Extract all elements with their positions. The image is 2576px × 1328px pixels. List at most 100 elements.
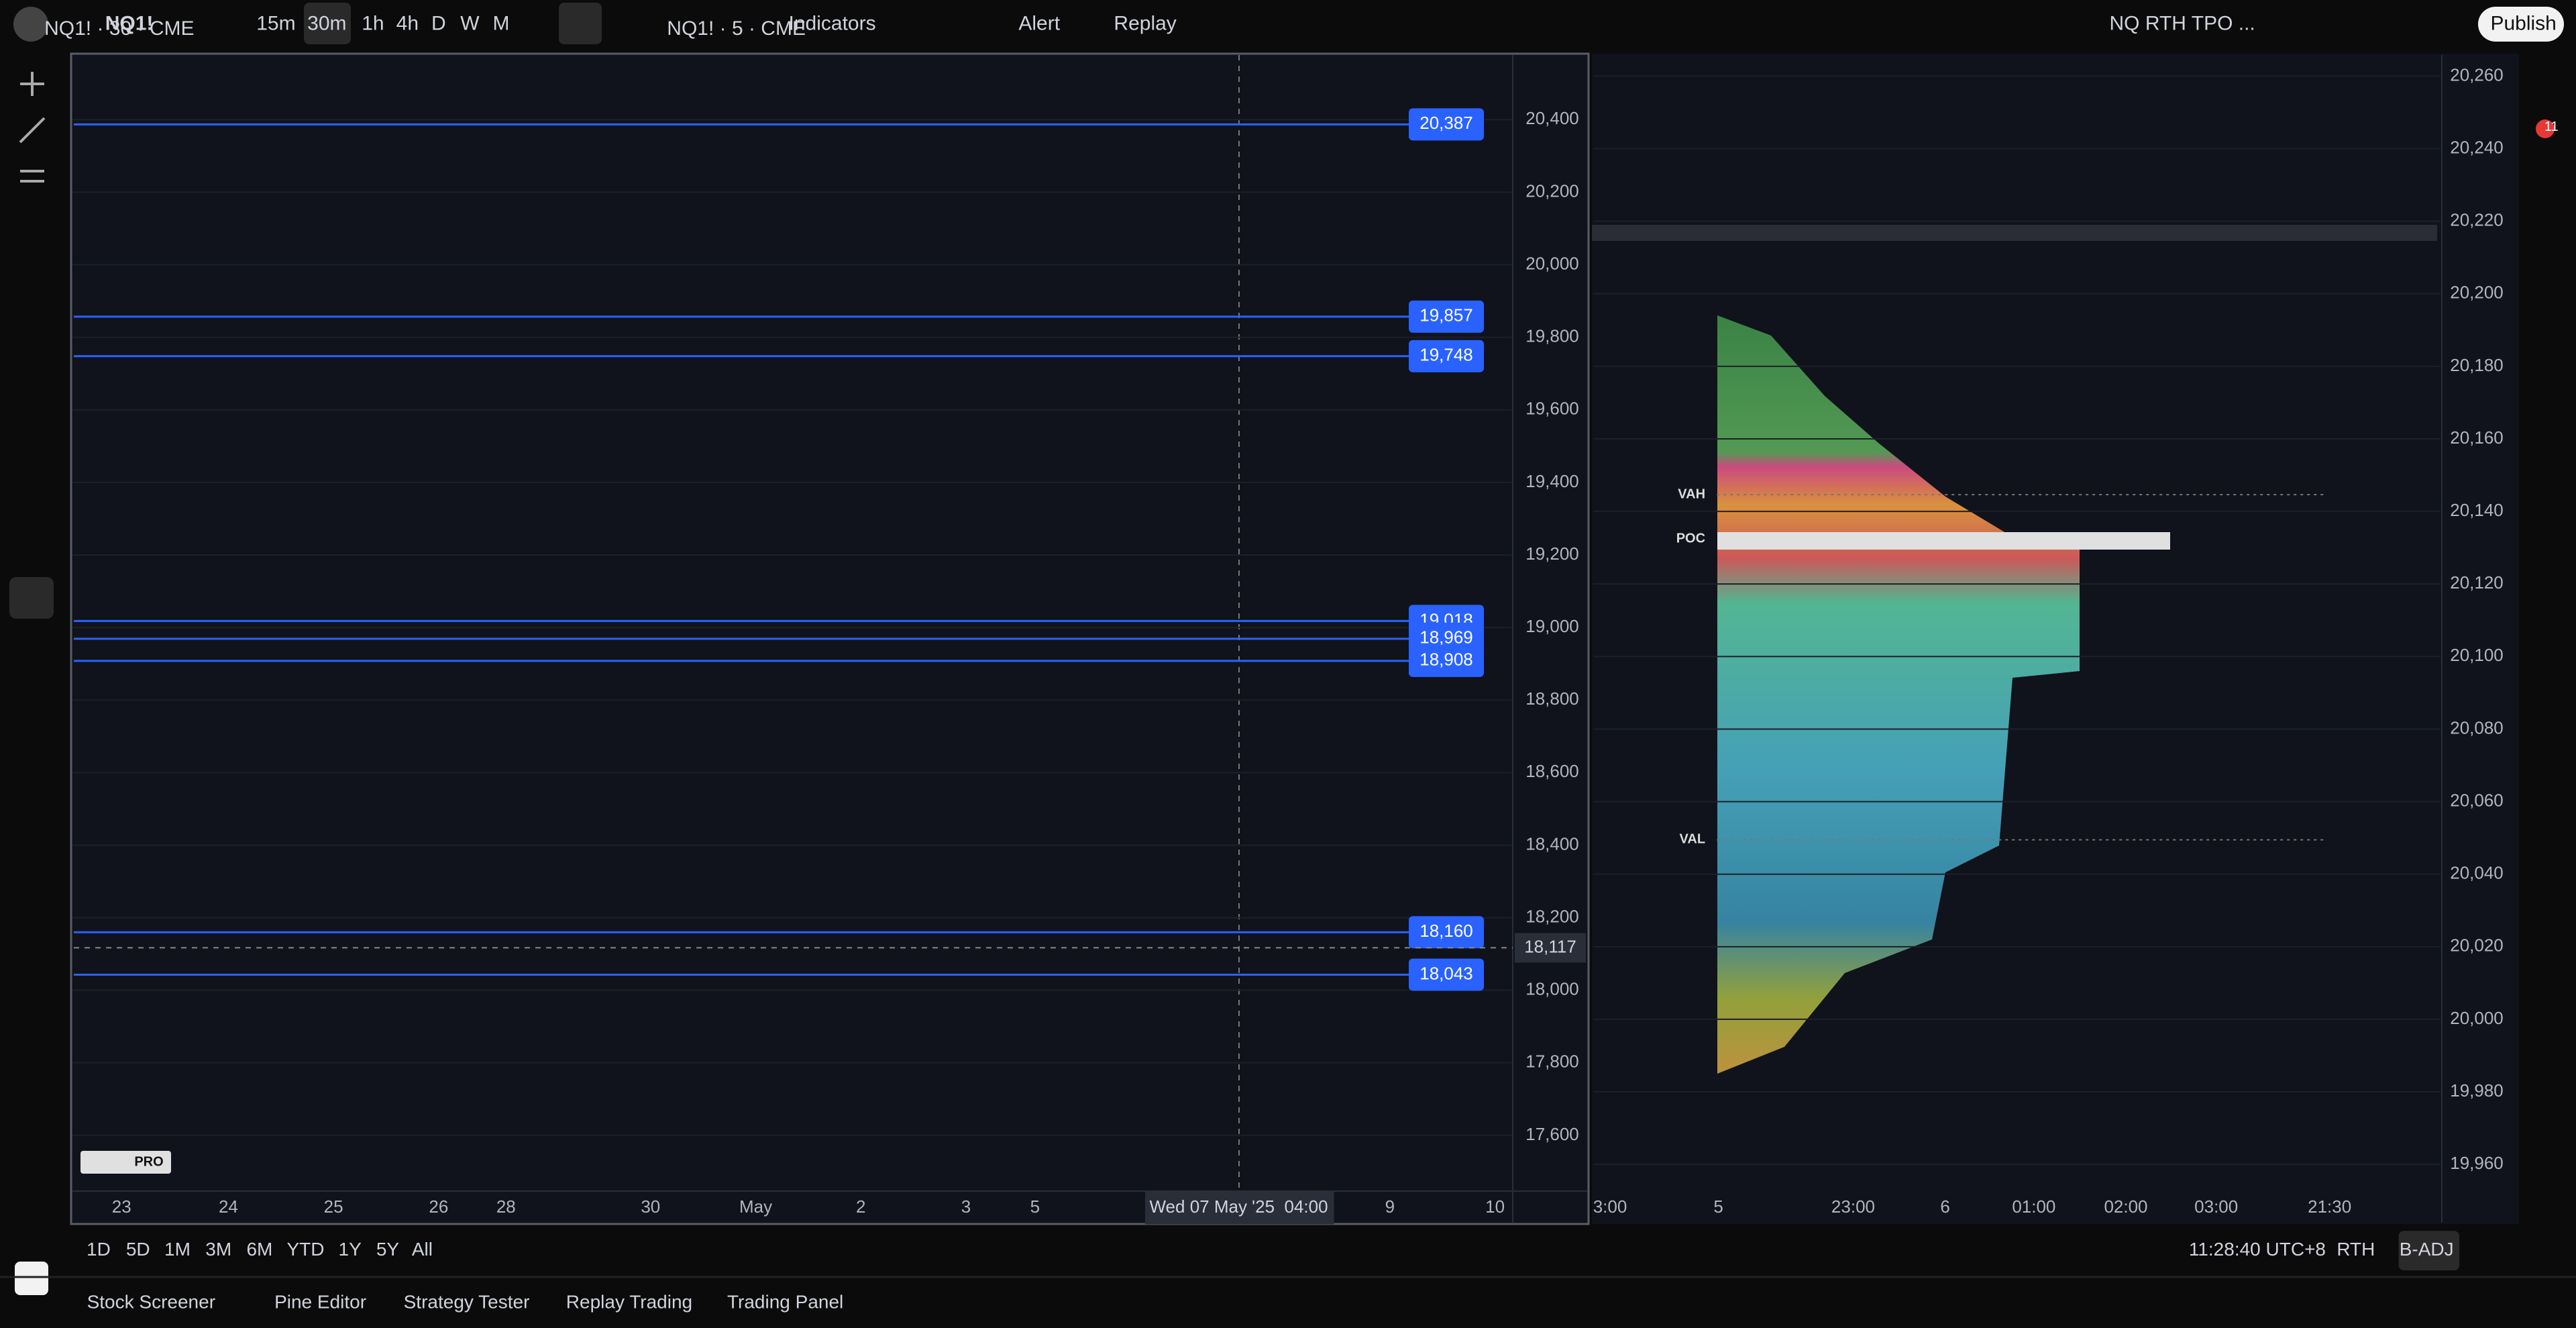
watermark: PRO — [134, 1154, 163, 1169]
logo — [80, 1151, 171, 1174]
timeframe[interactable]: 4h — [396, 13, 419, 35]
y-tick-label: 20,240 — [2450, 137, 2504, 157]
pane-title: NQ1! · 30 · CME — [44, 17, 194, 40]
x-tick-label: May — [739, 1196, 772, 1217]
timeframe[interactable]: 15m — [256, 13, 295, 35]
range-button[interactable]: YTD — [287, 1239, 325, 1260]
y-tick-label: 20,120 — [2450, 572, 2504, 593]
active-timeframe — [304, 3, 351, 44]
y-tick-label: 20,220 — [2450, 210, 2504, 230]
indicators[interactable]: Indicators — [789, 13, 876, 35]
clock: 11:28:40 UTC+8 — [2189, 1239, 2326, 1260]
y-tick-label: 20,140 — [2450, 500, 2504, 520]
y-tick-label: 20,000 — [1525, 253, 1579, 273]
profile-label: VAL — [1680, 832, 1706, 847]
x-tick-label: 23:00 — [1831, 1196, 1875, 1217]
y-tick-label: 19,800 — [1525, 326, 1579, 346]
range-button[interactable]: 1Y — [339, 1239, 362, 1260]
chart-type[interactable] — [559, 3, 602, 44]
alert[interactable]: Alert — [1018, 13, 1060, 35]
y-tick-label: 19,000 — [1525, 616, 1579, 636]
layout-name[interactable]: NQ RTH TPO ... — [2110, 13, 2255, 35]
y-tick-label: 20,020 — [2450, 935, 2504, 956]
left-toolbar — [9, 72, 54, 1295]
price-level-label: 18,908 — [1419, 650, 1473, 670]
y-tick-label: 17,600 — [1525, 1124, 1579, 1144]
range-button[interactable]: 5D — [126, 1239, 150, 1260]
x-tick-label: 25 — [324, 1196, 343, 1217]
y-tick-label: 18,800 — [1525, 688, 1579, 709]
timeframe[interactable]: M — [492, 13, 509, 35]
replay[interactable]: Replay — [1114, 13, 1176, 35]
x-tick-label: 01:00 — [2012, 1196, 2055, 1217]
y-tick-label: 20,180 — [2450, 355, 2504, 375]
price-level-box — [1409, 644, 1484, 677]
y-tick-label: 20,400 — [1525, 108, 1579, 128]
x-tick-label: 28 — [496, 1196, 516, 1217]
x-tick-label: 2 — [856, 1196, 865, 1217]
timeframe[interactable]: D — [431, 13, 446, 35]
y-tick-label: 19,600 — [1525, 399, 1579, 419]
price-level-box — [1409, 108, 1484, 141]
range-button[interactable]: 1M — [164, 1239, 191, 1260]
price-level-box — [1409, 916, 1484, 949]
y-tick-label: 20,080 — [2450, 717, 2504, 737]
adjust[interactable]: B-ADJ — [2400, 1239, 2454, 1260]
range-button[interactable]: 3M — [205, 1239, 231, 1260]
y-tick-label: 19,200 — [1525, 544, 1579, 564]
session[interactable]: RTH — [2337, 1239, 2375, 1260]
range-button[interactable]: 5Y — [376, 1239, 400, 1260]
x-tick-label: 5 — [1713, 1196, 1723, 1217]
alert-badge — [2536, 119, 2555, 138]
y-tick-label: 19,400 — [1525, 471, 1579, 491]
tab[interactable]: Stock Screener — [87, 1291, 215, 1312]
y-tick-label: 17,800 — [1525, 1052, 1579, 1072]
price-level-label: 18,043 — [1419, 963, 1473, 983]
x-tick-label: 03:00 — [2194, 1196, 2238, 1217]
price-level-label: 18,969 — [1419, 627, 1473, 648]
adjust-bg — [2398, 1231, 2460, 1271]
x-tick-label: 26 — [429, 1196, 448, 1217]
publish[interactable]: Publish — [2490, 13, 2556, 35]
x-tick-label: 24 — [219, 1196, 238, 1217]
y-tick-label: 20,100 — [2450, 645, 2504, 665]
y-tick-label: 20,200 — [1525, 181, 1579, 201]
cursor-time: Wed 07 May '25 04:00 — [1149, 1196, 1328, 1217]
x-tick-label: 02:00 — [2104, 1196, 2147, 1217]
x-tick-label: 21:30 — [2308, 1196, 2351, 1217]
y-tick-label: 20,160 — [2450, 427, 2504, 448]
x-tick-label: 3 — [961, 1196, 971, 1217]
price-level-label: 20,387 — [1419, 113, 1473, 133]
x-tick-label: 9 — [1385, 1196, 1395, 1217]
publish-button[interactable] — [2478, 7, 2564, 42]
y-tick-label: 20,040 — [2450, 863, 2504, 883]
price-level-label: 19,748 — [1419, 345, 1473, 365]
x-tick-label: 3:00 — [1593, 1196, 1627, 1217]
tab[interactable]: Strategy Tester — [404, 1291, 530, 1312]
range-button[interactable]: 1D — [87, 1239, 111, 1260]
timeframe[interactable]: 30m — [307, 13, 346, 35]
y-tick-label: 19,960 — [2450, 1153, 2504, 1173]
timeframe[interactable]: 1h — [362, 13, 384, 35]
price-level-box — [1409, 340, 1484, 372]
tab[interactable]: Pine Editor — [274, 1291, 366, 1312]
poc-bar — [1717, 532, 2170, 550]
price-level-box — [1409, 958, 1484, 991]
symbol[interactable]: NQ1! — [105, 13, 154, 35]
price-level-label: 19,857 — [1419, 305, 1473, 325]
tab[interactable]: Trading Panel — [727, 1291, 843, 1312]
profile-label: POC — [1676, 531, 1705, 546]
range-button[interactable]: All — [412, 1239, 433, 1260]
y-tick-label: 19,980 — [2450, 1080, 2504, 1101]
range-button[interactable]: 6M — [246, 1239, 272, 1260]
profile-label: VAH — [1678, 487, 1705, 501]
x-tick-label: 23 — [112, 1196, 131, 1217]
timeframe[interactable]: W — [460, 13, 480, 35]
avatar[interactable] — [13, 7, 48, 42]
y-tick-label: 20,200 — [2450, 283, 2504, 303]
tpo-profile — [1717, 315, 2080, 1074]
y-tick-label: 18,400 — [1525, 833, 1579, 854]
tab[interactable]: Replay Trading — [566, 1291, 692, 1312]
last-price-label: 18,117 — [1524, 936, 1576, 956]
pane-title: NQ1! · 5 · CME — [667, 17, 806, 40]
